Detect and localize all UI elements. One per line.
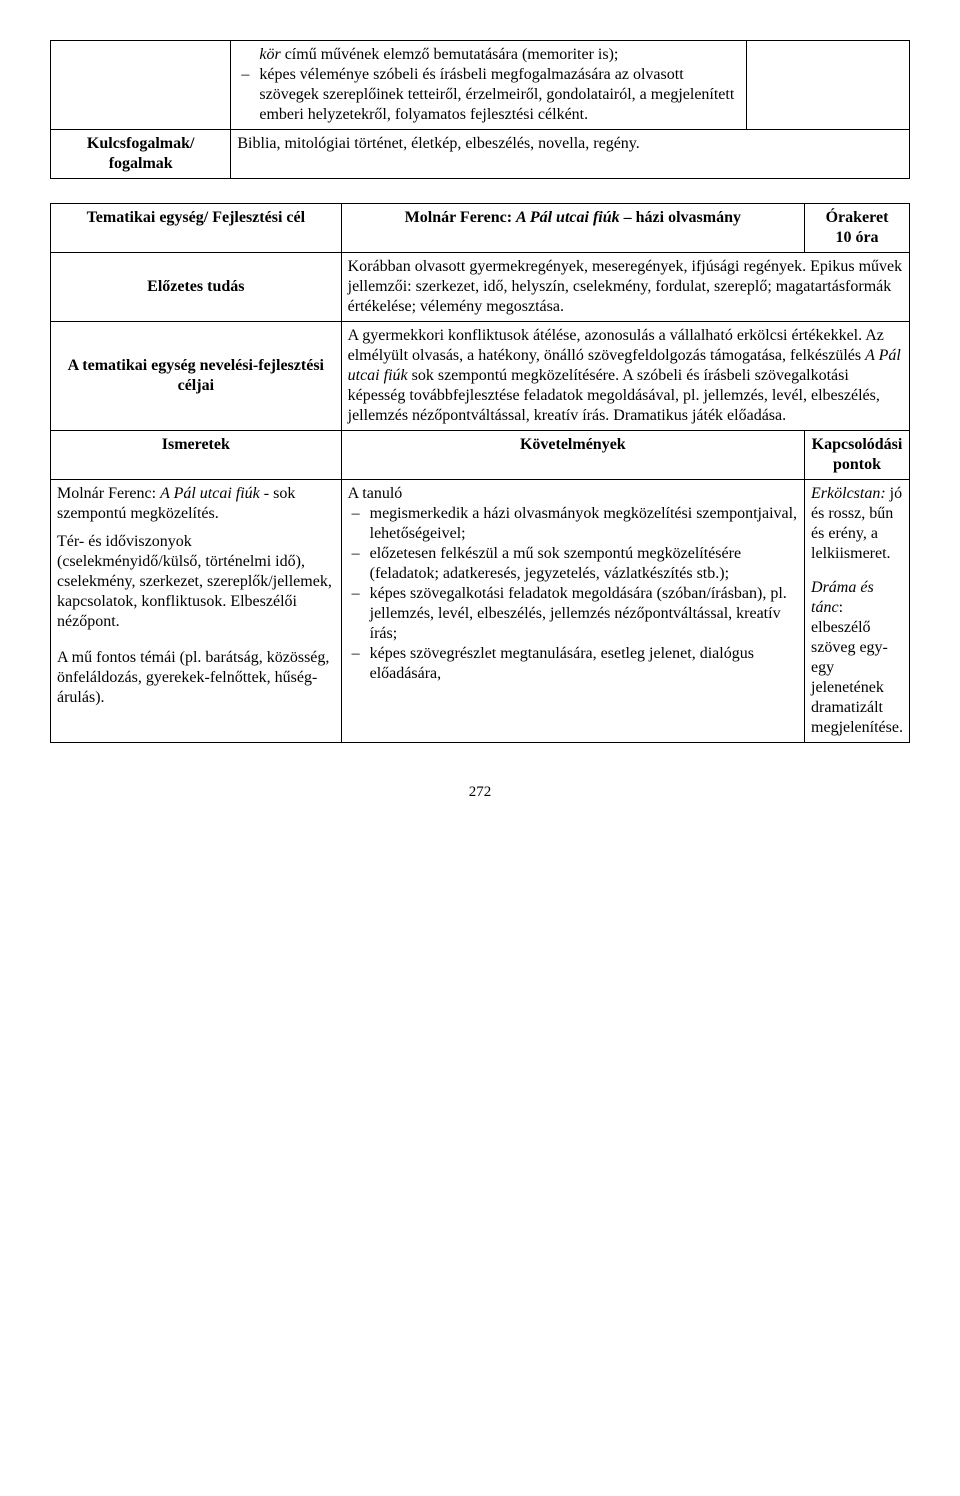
- list-item: megismerkedik a házi olvasmányok megköze…: [348, 504, 798, 544]
- cell-top-left-empty: [51, 41, 231, 130]
- r1c2-plain: Molnár Ferenc:: [405, 209, 516, 226]
- r5c3-b-tail: : elbeszélő szöveg egy-egy jelenetének d…: [811, 599, 903, 736]
- line-kor: kör című művének elemző bemutatására (me…: [237, 45, 739, 65]
- list-top: képes véleménye szóbeli és írásbeli megf…: [237, 65, 739, 125]
- table-top: kör című művének elemző bemutatására (me…: [50, 40, 910, 179]
- italic-kor-word: kör: [259, 46, 280, 63]
- cell-top-mid: kör című művének elemző bemutatására (me…: [231, 41, 746, 130]
- r5c1-p2: Tér- és időviszonyok (cselekményidő/küls…: [57, 532, 335, 632]
- list-item: képes véleménye szóbeli és írásbeli megf…: [237, 65, 739, 125]
- cell-r4c2: Követelmények: [341, 431, 804, 480]
- cell-r2c2: Korábban olvasott gyermekregények, meser…: [341, 253, 909, 322]
- r3c2-a: A gyermekkori konfliktusok átélése, azon…: [348, 327, 884, 364]
- cell-kulcs-label: Kulcsfogalmak/ fogalmak: [51, 130, 231, 179]
- r5c2-lead: A tanuló: [348, 484, 798, 504]
- orakeret: Órakeret: [811, 208, 903, 228]
- cell-r3c1: A tematikai egység nevelési-fejlesztési …: [51, 322, 342, 431]
- r5c3-p2: Dráma és tánc: elbeszélő szöveg egy-egy …: [811, 578, 903, 738]
- r5c1-a1: Molnár Ferenc:: [57, 485, 160, 502]
- r5c1-p3: A mű fontos témái (pl. barátság, közössé…: [57, 648, 335, 708]
- list-item: képes szövegalkotási feladatok megoldásá…: [348, 584, 798, 644]
- kulcs-label-text: Kulcsfogalmak/ fogalmak: [87, 135, 195, 172]
- cell-r2c1: Előzetes tudás: [51, 253, 342, 322]
- cell-r5c2: A tanuló megismerkedik a házi olvasmányo…: [341, 480, 804, 743]
- page-number: 272: [50, 783, 910, 802]
- list-item: képes szövegrészlet megtanulására, esetl…: [348, 644, 798, 684]
- cell-r1c2: Molnár Ferenc: A Pál utcai fiúk – házi o…: [341, 204, 804, 253]
- ora-10: 10 óra: [811, 228, 903, 248]
- cell-r4c3: Kapcsolódási pontok: [805, 431, 910, 480]
- r1c2-tail: – házi olvasmány: [620, 209, 741, 226]
- table-tematikai: Tematikai egység/ Fejlesztési cél Molnár…: [50, 203, 910, 743]
- cell-r3c2: A gyermekkori konfliktusok átélése, azon…: [341, 322, 909, 431]
- cell-r1c1: Tematikai egység/ Fejlesztési cél: [51, 204, 342, 253]
- r1c2-italic: A Pál utcai fiúk: [516, 209, 620, 226]
- r5c1-a1-italic: A Pál utcai fiúk: [160, 485, 260, 502]
- r5c3-p1: Erkölcstan: jó és rossz, bűn és erény, a…: [811, 484, 903, 564]
- list-r5c2: megismerkedik a házi olvasmányok megköze…: [348, 504, 798, 684]
- r5c3-a-italic: Erkölcstan:: [811, 485, 886, 502]
- cell-kulcs-value: Biblia, mitológiai történet, életkép, el…: [231, 130, 910, 179]
- text-rest1: című művének elemző bemutatására (memori…: [281, 46, 619, 63]
- r3c2-a-tail: sok szempontú megközelítésére. A szóbeli…: [348, 367, 880, 424]
- cell-top-right-empty: [746, 41, 909, 130]
- cell-r5c1: Molnár Ferenc: A Pál utcai fiúk - sok sz…: [51, 480, 342, 743]
- list-item: előzetesen felkészül a mű sok szempontú …: [348, 544, 798, 584]
- cell-r4c1: Ismeretek: [51, 431, 342, 480]
- r5c1-p1: Molnár Ferenc: A Pál utcai fiúk - sok sz…: [57, 484, 335, 524]
- cell-r5c3: Erkölcstan: jó és rossz, bűn és erény, a…: [805, 480, 910, 743]
- cell-r1c3: Órakeret 10 óra: [805, 204, 910, 253]
